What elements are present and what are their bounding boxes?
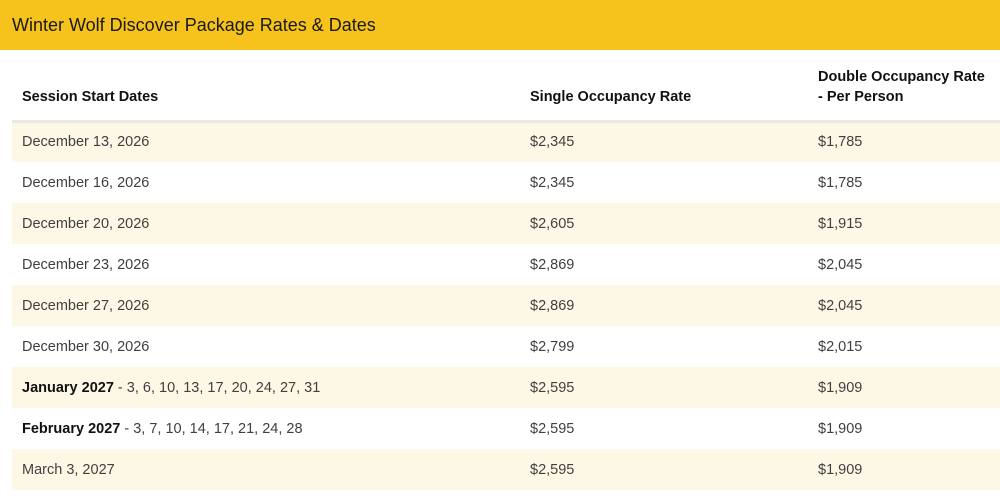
session-month: February 2027 xyxy=(22,420,121,437)
table-row: December 23, 2026 $2,869 $2,045 xyxy=(12,244,1000,285)
single-rate: $2,345 xyxy=(520,121,808,162)
double-rate: $2,045 xyxy=(808,285,1000,326)
header-session-start-dates: Session Start Dates xyxy=(12,50,520,123)
single-rate: $2,595 xyxy=(520,367,808,408)
table-row: January 2027 - 3, 6, 10, 13, 17, 20, 24,… xyxy=(12,367,1000,408)
single-rate: $2,869 xyxy=(520,285,808,326)
single-rate: $2,605 xyxy=(520,203,808,244)
session-date: December 16, 2026 xyxy=(12,162,520,203)
single-rate: $2,595 xyxy=(520,449,808,490)
table-row: March 3, 2027 $2,595 $1,909 xyxy=(12,449,1000,490)
session-dates-january: January 2027 - 3, 6, 10, 13, 17, 20, 24,… xyxy=(12,367,520,408)
double-rate: $1,785 xyxy=(808,121,1000,162)
single-rate: $2,799 xyxy=(520,326,808,367)
double-rate: $1,915 xyxy=(808,203,1000,244)
single-rate: $2,345 xyxy=(520,162,808,203)
header-single-occupancy-rate: Single Occupancy Rate xyxy=(520,50,808,123)
table-row: December 20, 2026 $2,605 $1,915 xyxy=(12,203,1000,244)
double-rate: $1,909 xyxy=(808,408,1000,449)
session-date: December 13, 2026 xyxy=(12,121,520,162)
session-dates-february: February 2027 - 3, 7, 10, 14, 17, 21, 24… xyxy=(12,408,520,449)
double-rate: $1,909 xyxy=(808,449,1000,490)
session-date: December 30, 2026 xyxy=(12,326,520,367)
session-date: December 27, 2026 xyxy=(12,285,520,326)
single-rate: $2,595 xyxy=(520,408,808,449)
session-date: December 20, 2026 xyxy=(12,203,520,244)
single-rate: $2,869 xyxy=(520,244,808,285)
session-days: - 3, 6, 10, 13, 17, 20, 24, 27, 31 xyxy=(113,379,321,396)
table-row: December 13, 2026 $2,345 $1,785 xyxy=(12,121,1000,162)
session-month: January 2027 xyxy=(22,379,114,396)
session-days: - 3, 7, 10, 14, 17, 21, 24, 28 xyxy=(120,420,303,437)
double-rate: $2,045 xyxy=(808,244,1000,285)
table-row: February 2027 - 3, 7, 10, 14, 17, 21, 24… xyxy=(12,408,1000,449)
table-row: December 16, 2026 $2,345 $1,785 xyxy=(12,162,1000,203)
double-rate: $1,785 xyxy=(808,162,1000,203)
table-row: December 30, 2026 $2,799 $2,015 xyxy=(12,326,1000,367)
double-rate: $2,015 xyxy=(808,326,1000,367)
table-header-row: Session Start Dates Single Occupancy Rat… xyxy=(12,50,1000,123)
header-double-occupancy-rate: Double Occupancy Rate - Per Person xyxy=(808,50,1000,123)
rates-table-container: Session Start Dates Single Occupancy Rat… xyxy=(0,50,1000,490)
session-date: March 3, 2027 xyxy=(12,449,520,490)
page-title-banner: Winter Wolf Discover Package Rates & Dat… xyxy=(0,0,1000,50)
session-date: December 23, 2026 xyxy=(12,244,520,285)
table-row: December 27, 2026 $2,869 $2,045 xyxy=(12,285,1000,326)
page-title: Winter Wolf Discover Package Rates & Dat… xyxy=(12,14,376,35)
rates-table: Session Start Dates Single Occupancy Rat… xyxy=(12,50,1000,490)
double-rate: $1,909 xyxy=(808,367,1000,408)
